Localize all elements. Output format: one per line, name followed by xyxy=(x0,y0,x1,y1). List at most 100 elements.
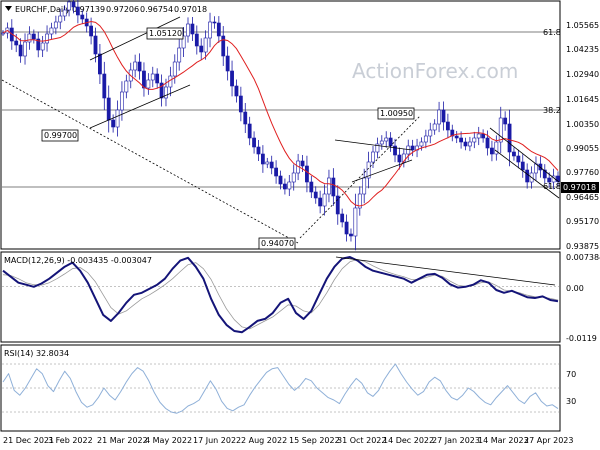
candle-body xyxy=(71,1,76,8)
candle-body xyxy=(142,70,146,89)
x-tick: 17 Jun 2022 xyxy=(193,436,241,445)
candle-body xyxy=(331,177,336,197)
candle-body xyxy=(410,145,415,151)
candle-body xyxy=(305,165,309,183)
candle-body xyxy=(186,23,190,37)
candle-body xyxy=(353,207,358,237)
candle-body xyxy=(445,121,450,131)
x-tick: 3 Feb 2022 xyxy=(48,436,93,445)
candle-body xyxy=(252,137,256,148)
level-label-1-00950: 1.00950 xyxy=(377,107,415,120)
chart-menu-icon[interactable] xyxy=(5,6,12,11)
candle-body xyxy=(75,6,80,16)
candle-body xyxy=(291,172,296,183)
candle-body xyxy=(124,80,129,93)
candle-body xyxy=(300,160,305,167)
candle-body xyxy=(525,169,530,183)
candle-body xyxy=(225,55,230,72)
candle-body xyxy=(366,161,371,179)
candle-body xyxy=(340,213,345,223)
x-tick: 14 Mar 2023 xyxy=(478,436,529,445)
candle-body xyxy=(58,15,63,23)
svg-text:0.97018: 0.97018 xyxy=(563,183,596,192)
macd-y-tick: 0.007384 xyxy=(566,253,600,262)
candle-body xyxy=(503,117,508,125)
candle-body xyxy=(327,177,331,195)
price-y-tick: 1.04235 xyxy=(566,45,599,54)
candle-body xyxy=(362,177,367,195)
trendlines xyxy=(1,16,560,286)
moving-average-line xyxy=(2,20,559,207)
macd-y-tick: 0.00 xyxy=(566,284,584,293)
candle-body xyxy=(111,119,116,128)
candle-body xyxy=(423,135,428,143)
candle-body xyxy=(164,86,168,99)
candle-body xyxy=(520,161,525,171)
rsi-line xyxy=(2,363,559,414)
macd-y-tick: -0.0119 xyxy=(566,334,597,343)
candle-body xyxy=(428,129,433,137)
x-tick: 2 Aug 2022 xyxy=(241,436,287,445)
candle-body xyxy=(309,181,314,193)
candle-body xyxy=(93,35,98,55)
current-price-tag: 0.97018 xyxy=(561,182,599,193)
candle-body xyxy=(313,191,318,199)
price-y-axis: 1.05565 1.04235 1.02940 1.01645 1.00350 … xyxy=(566,21,599,251)
candle-body xyxy=(256,146,261,155)
price-y-tick: 1.02940 xyxy=(566,70,599,79)
x-tick: 21 Dec 2021 xyxy=(3,436,54,445)
x-tick: 4 May 2022 xyxy=(145,436,192,445)
price-y-tick: 0.99055 xyxy=(566,144,599,153)
candle-body xyxy=(459,137,463,143)
candle-body xyxy=(243,111,248,125)
ohlc-low: 0.96754 xyxy=(140,5,173,14)
candle-body xyxy=(512,151,516,157)
candle-body xyxy=(137,61,142,72)
candle-body xyxy=(177,47,182,63)
candle-body xyxy=(106,97,111,121)
candle-body xyxy=(379,140,384,145)
price-y-tick: 1.01645 xyxy=(566,95,599,104)
triangle-upper xyxy=(334,139,413,151)
price-y-tick: 1.00350 xyxy=(566,120,599,129)
candle-body xyxy=(98,53,102,75)
candle-body xyxy=(468,141,472,147)
candle-body xyxy=(67,1,71,11)
candle-body xyxy=(322,193,327,207)
candle-body xyxy=(1,32,5,35)
candle-body xyxy=(357,193,362,209)
price-panel-frame xyxy=(0,0,561,250)
candle-body xyxy=(238,95,243,113)
candle-body xyxy=(516,155,521,163)
candle-body xyxy=(349,233,353,237)
candle-body xyxy=(150,73,155,81)
macd-panel-frame xyxy=(0,251,561,343)
candle-body xyxy=(14,40,19,46)
candle-body xyxy=(159,82,164,99)
level-label-0-99700: 0.99700 xyxy=(41,129,79,142)
fib-label-low: 61.8 xyxy=(543,182,561,191)
candle-body xyxy=(216,22,221,37)
macd-line xyxy=(2,256,559,334)
candle-body xyxy=(172,61,177,77)
candle-body xyxy=(485,137,490,149)
triangle-lower xyxy=(351,159,413,183)
candle-body xyxy=(62,9,67,17)
ohlc-close: 0.97018 xyxy=(174,5,207,14)
candle-body xyxy=(384,137,389,142)
candle-body xyxy=(199,45,204,53)
candle-body xyxy=(234,85,239,97)
candle-body xyxy=(283,183,287,190)
candle-body xyxy=(80,14,85,20)
candle-body xyxy=(155,73,160,84)
x-tick: 31 Oct 2022 xyxy=(337,436,386,445)
ohlc-high: 0.97206 xyxy=(106,5,139,14)
candle-body xyxy=(397,154,402,163)
candle-body xyxy=(194,33,199,47)
candle-body xyxy=(208,21,212,39)
candle-body xyxy=(335,195,340,215)
chart-title: EURCHF,Daily 0.97139 0.97206 0.96754 0.9… xyxy=(5,5,207,14)
rise-trendline xyxy=(299,115,421,239)
candle-body xyxy=(23,41,27,57)
